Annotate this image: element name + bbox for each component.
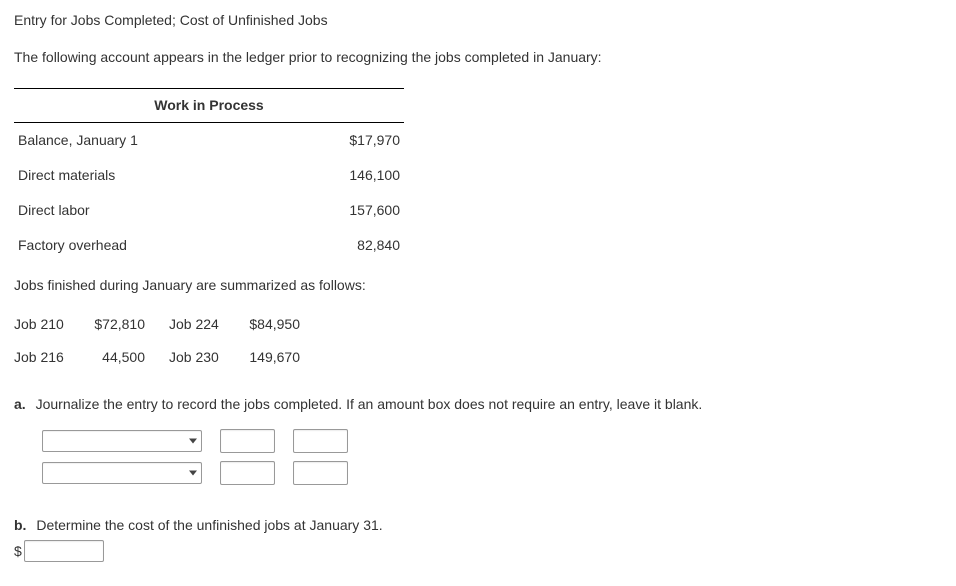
intro-text: The following account appears in the led… (14, 47, 942, 68)
job-value: 44,500 (89, 341, 169, 374)
wip-row-label: Factory overhead (14, 228, 224, 263)
wip-table: Work in Process Balance, January 1 $17,9… (14, 88, 404, 263)
job-label: Job 230 (169, 341, 244, 374)
job-label: Job 224 (169, 308, 244, 341)
job-label: Job 210 (14, 308, 89, 341)
wip-row-label: Direct materials (14, 158, 224, 193)
wip-row: Factory overhead 82,840 (14, 228, 404, 263)
account-dropdown[interactable] (42, 462, 202, 484)
cost-input[interactable] (24, 540, 104, 562)
part-a-text: Journalize the entry to record the jobs … (36, 396, 703, 412)
part-a-question: a. Journalize the entry to record the jo… (14, 394, 942, 415)
debit-input[interactable] (220, 429, 275, 453)
dollar-sign: $ (14, 541, 22, 562)
credit-input[interactable] (293, 461, 348, 485)
page-title: Entry for Jobs Completed; Cost of Unfini… (14, 10, 942, 31)
chevron-down-icon (189, 439, 197, 444)
wip-row-label: Balance, January 1 (14, 123, 224, 159)
part-b-label: b. (14, 517, 26, 533)
wip-row-value: 146,100 (224, 158, 404, 193)
part-b-answer-row: $ (14, 540, 942, 562)
job-label: Job 216 (14, 341, 89, 374)
journal-row (42, 461, 942, 485)
jobs-summary-text: Jobs finished during January are summari… (14, 275, 942, 296)
wip-row-label: Direct labor (14, 193, 224, 228)
wip-row-value: 82,840 (224, 228, 404, 263)
journal-row (42, 429, 942, 453)
journal-entry-area (42, 429, 942, 485)
jobs-row: Job 216 44,500 Job 230 149,670 (14, 341, 324, 374)
debit-input[interactable] (220, 461, 275, 485)
job-value: $72,810 (89, 308, 169, 341)
wip-row-value: $17,970 (224, 123, 404, 159)
part-b-text: Determine the cost of the unfinished job… (36, 517, 382, 533)
part-b-question: b. Determine the cost of the unfinished … (14, 515, 942, 562)
account-dropdown[interactable] (42, 430, 202, 452)
jobs-row: Job 210 $72,810 Job 224 $84,950 (14, 308, 324, 341)
job-value: 149,670 (244, 341, 324, 374)
jobs-table: Job 210 $72,810 Job 224 $84,950 Job 216 … (14, 308, 324, 374)
part-a-label: a. (14, 396, 26, 412)
wip-header: Work in Process (14, 89, 404, 123)
wip-row: Direct labor 157,600 (14, 193, 404, 228)
wip-row: Balance, January 1 $17,970 (14, 123, 404, 159)
wip-row: Direct materials 146,100 (14, 158, 404, 193)
wip-row-value: 157,600 (224, 193, 404, 228)
chevron-down-icon (189, 471, 197, 476)
job-value: $84,950 (244, 308, 324, 341)
credit-input[interactable] (293, 429, 348, 453)
